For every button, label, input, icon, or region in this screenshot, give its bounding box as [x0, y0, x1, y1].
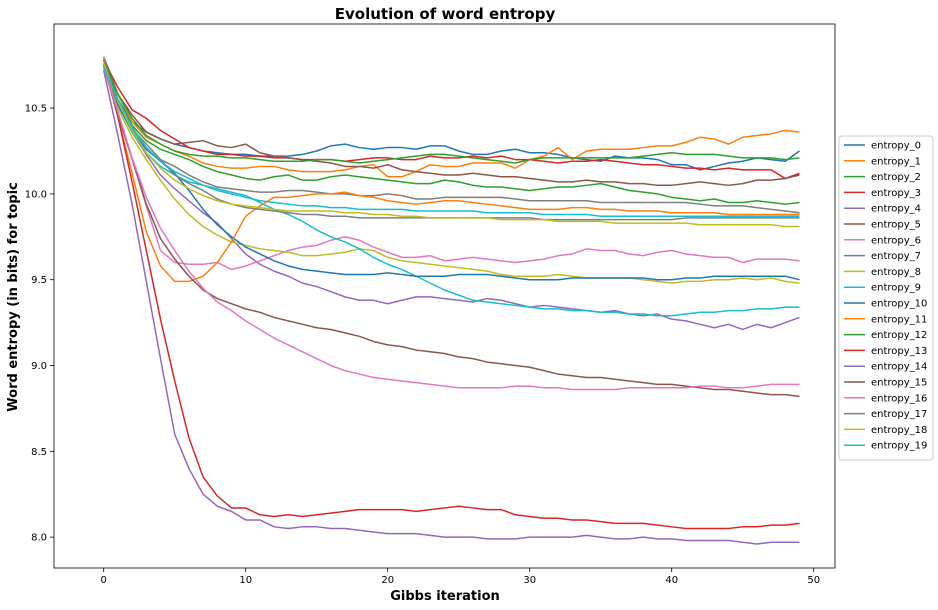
y-tick-label: 8.0: [31, 533, 47, 544]
series-line-entropy_7: [102, 59, 800, 214]
axes-frame: [53, 23, 836, 569]
series-line-entropy_2: [102, 58, 800, 205]
series-line-entropy_11: [102, 56, 800, 283]
legend-label-entropy_11: entropy_11: [871, 314, 927, 325]
legend-label-entropy_17: entropy_17: [871, 409, 927, 420]
series-line-entropy_14: [102, 70, 800, 545]
y-tick-label: 10.5: [25, 104, 47, 115]
legend-label-entropy_8: entropy_8: [871, 267, 921, 278]
series-line-entropy_13: [102, 63, 800, 530]
legend-label-entropy_4: entropy_4: [871, 204, 921, 215]
legend-label-entropy_14: entropy_14: [871, 362, 927, 373]
legend-label-entropy_2: entropy_2: [871, 172, 921, 183]
legend-label-entropy_6: entropy_6: [871, 235, 921, 246]
legend-label-entropy_5: entropy_5: [871, 220, 921, 231]
legend-label-entropy_7: entropy_7: [871, 251, 921, 262]
y-tick-label: 9.5: [31, 275, 47, 286]
legend-label-entropy_12: entropy_12: [871, 330, 927, 341]
legend-label-entropy_9: entropy_9: [871, 283, 921, 294]
chart-title: Evolution of word entropy: [335, 5, 556, 23]
plot-area: 0 10 20 30 40 50 8.0 8.5 9.0 9.5 10.0 10.5: [25, 23, 836, 586]
y-tick-label: 8.5: [31, 447, 47, 458]
series-line-entropy_1: [103, 58, 800, 178]
series-line-entropy_18: [102, 63, 800, 228]
series-line-entropy_19: [103, 66, 800, 217]
legend-label-entropy_13: entropy_13: [871, 346, 927, 357]
legend-label-entropy_15: entropy_15: [871, 378, 927, 389]
series-line-entropy_15: [102, 64, 800, 398]
legend-label-entropy_19: entropy_19: [871, 441, 927, 452]
x-tick-label: 50: [807, 575, 820, 586]
series-line-entropy_10: [102, 63, 800, 281]
y-tick-label: 9.0: [31, 361, 47, 372]
legend-label-entropy_3: entropy_3: [871, 188, 921, 199]
series-line-entropy_12: [103, 59, 800, 164]
series-line-entropy_9: [102, 63, 800, 317]
series-line-entropy_16: [102, 66, 800, 391]
x-tick-label: 30: [523, 575, 536, 586]
legend-label-entropy_0: entropy_0: [871, 141, 921, 152]
legend-label-entropy_18: entropy_18: [871, 425, 927, 436]
legend-label-entropy_10: entropy_10: [871, 299, 927, 310]
x-tick-label: 40: [665, 575, 678, 586]
y-axis-title: Word entropy (in bits) for topic: [6, 182, 21, 411]
series-line-entropy_5: [102, 56, 800, 187]
legend-label-entropy_1: entropy_1: [871, 156, 921, 167]
legend: entropy_0 entropy_1 entropy_2 entropy_3entr…: [838, 135, 934, 461]
series-line-entropy_0: [103, 66, 800, 171]
x-tick-label: 20: [381, 575, 394, 586]
series-line-entropy_6: [102, 66, 800, 271]
series-line-entropy_4: [103, 70, 800, 331]
series-line-entropy_8: [102, 59, 800, 284]
x-axis-title: Gibbs iteration: [390, 589, 500, 604]
legend-label-entropy_16: entropy_16: [871, 393, 927, 404]
series-line-entropy_3: [103, 59, 800, 180]
legend-frame: [838, 135, 934, 461]
x-tick-label: 10: [239, 575, 252, 586]
y-tick-label: 10.0: [25, 189, 47, 200]
x-tick-label: 0: [101, 575, 107, 586]
